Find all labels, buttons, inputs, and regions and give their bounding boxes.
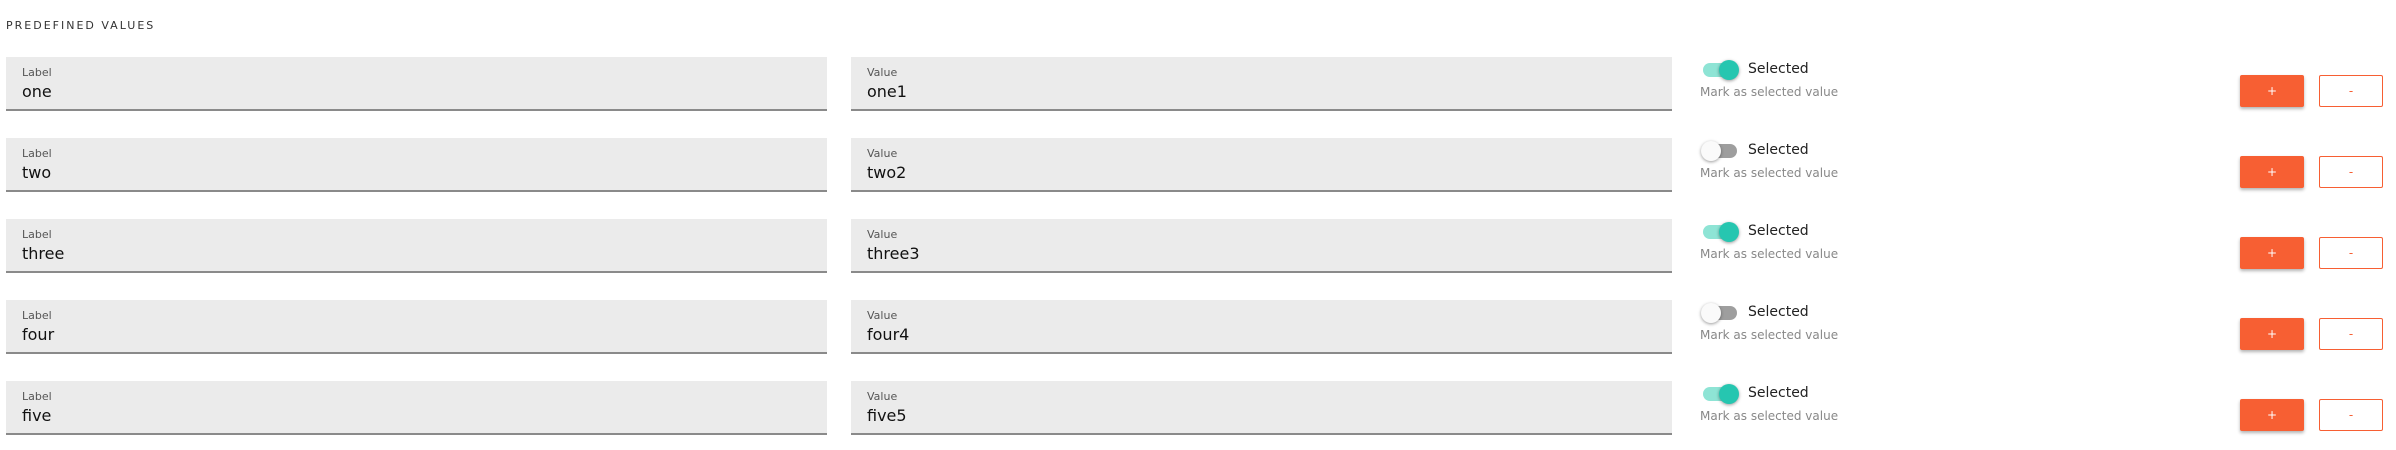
- label-field-caption: Label: [22, 309, 52, 322]
- label-field-value: one: [22, 82, 52, 101]
- add-row-button[interactable]: +: [2240, 156, 2304, 188]
- value-field-caption: Value: [867, 309, 898, 322]
- toggle-thumb: [1701, 141, 1721, 161]
- value-input[interactable]: Value three3: [851, 219, 1672, 273]
- selected-toggle[interactable]: [1701, 221, 1739, 243]
- predefined-value-row: Label one Value one1 Selected Mark as se…: [0, 57, 2396, 117]
- label-field-caption: Label: [22, 390, 52, 403]
- value-field-caption: Value: [867, 147, 898, 160]
- value-input[interactable]: Value two2: [851, 138, 1672, 192]
- value-input[interactable]: Value five5: [851, 381, 1672, 435]
- remove-row-button[interactable]: -: [2319, 156, 2383, 188]
- value-input[interactable]: Value four4: [851, 300, 1672, 354]
- remove-row-button[interactable]: -: [2319, 399, 2383, 431]
- label-field-value: five: [22, 406, 52, 425]
- label-field-value: three: [22, 244, 65, 263]
- toggle-thumb: [1701, 303, 1721, 323]
- selected-label: Selected: [1748, 223, 1809, 239]
- value-field-value: two2: [867, 163, 907, 182]
- selected-hint: Mark as selected value: [1700, 409, 1839, 423]
- selected-label: Selected: [1748, 61, 1809, 77]
- label-field-value: two: [22, 163, 52, 182]
- selected-label: Selected: [1748, 142, 1809, 158]
- predefined-value-row: Label five Value five5 Selected Mark as …: [0, 381, 2396, 441]
- value-field-caption: Value: [867, 228, 898, 241]
- selected-hint: Mark as selected value: [1700, 166, 1839, 180]
- selected-toggle[interactable]: [1701, 140, 1739, 162]
- value-field-value: four4: [867, 325, 910, 344]
- toggle-thumb: [1719, 60, 1739, 80]
- add-row-button[interactable]: +: [2240, 75, 2304, 107]
- value-input[interactable]: Value one1: [851, 57, 1672, 111]
- value-field-caption: Value: [867, 66, 898, 79]
- value-field-value: three3: [867, 244, 920, 263]
- remove-row-button[interactable]: -: [2319, 75, 2383, 107]
- selected-label: Selected: [1748, 385, 1809, 401]
- label-field-value: four: [22, 325, 55, 344]
- toggle-thumb: [1719, 384, 1739, 404]
- add-row-button[interactable]: +: [2240, 237, 2304, 269]
- selected-hint: Mark as selected value: [1700, 328, 1839, 342]
- label-input[interactable]: Label two: [6, 138, 827, 192]
- selected-label: Selected: [1748, 304, 1809, 320]
- predefined-value-row: Label four Value four4 Selected Mark as …: [0, 300, 2396, 360]
- remove-row-button[interactable]: -: [2319, 318, 2383, 350]
- selected-toggle[interactable]: [1701, 383, 1739, 405]
- add-row-button[interactable]: +: [2240, 399, 2304, 431]
- label-input[interactable]: Label three: [6, 219, 827, 273]
- value-field-caption: Value: [867, 390, 898, 403]
- label-field-caption: Label: [22, 147, 52, 160]
- selected-toggle[interactable]: [1701, 302, 1739, 324]
- label-input[interactable]: Label four: [6, 300, 827, 354]
- selected-toggle[interactable]: [1701, 59, 1739, 81]
- toggle-thumb: [1719, 222, 1739, 242]
- label-input[interactable]: Label five: [6, 381, 827, 435]
- label-field-caption: Label: [22, 228, 52, 241]
- predefined-value-row: Label two Value two2 Selected Mark as se…: [0, 138, 2396, 198]
- remove-row-button[interactable]: -: [2319, 237, 2383, 269]
- add-row-button[interactable]: +: [2240, 318, 2304, 350]
- predefined-value-row: Label three Value three3 Selected Mark a…: [0, 219, 2396, 279]
- label-field-caption: Label: [22, 66, 52, 79]
- value-field-value: five5: [867, 406, 907, 425]
- selected-hint: Mark as selected value: [1700, 247, 1839, 261]
- label-input[interactable]: Label one: [6, 57, 827, 111]
- value-field-value: one1: [867, 82, 907, 101]
- section-title: PREDEFINED VALUES: [6, 19, 156, 32]
- selected-hint: Mark as selected value: [1700, 85, 1839, 99]
